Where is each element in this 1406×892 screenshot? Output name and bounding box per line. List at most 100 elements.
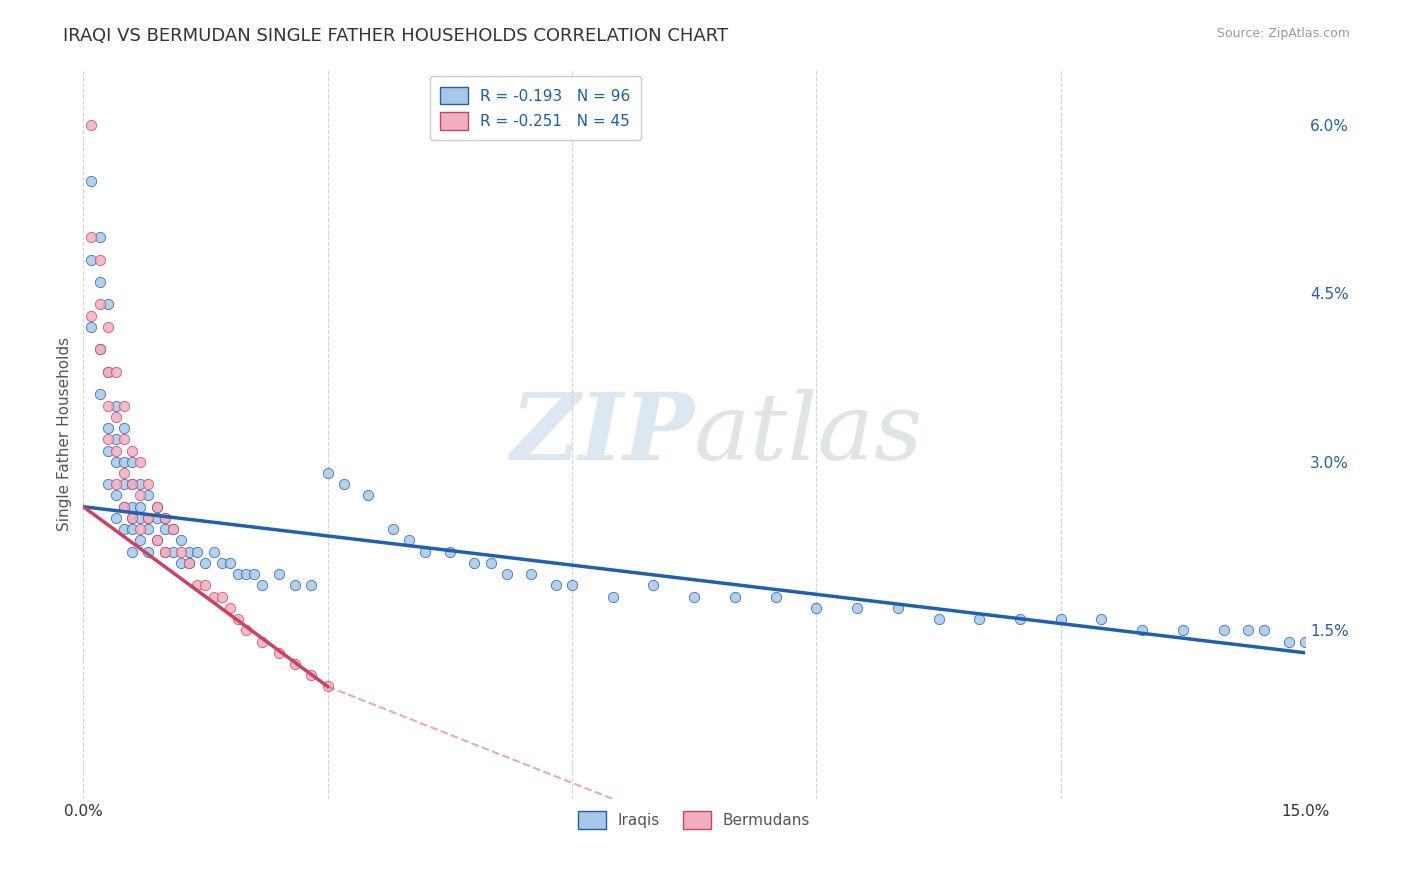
Point [145, 500, 167, 514]
Point [179, 544, 201, 558]
Point [89, 387, 111, 401]
Point [153, 544, 176, 558]
Point [219, 600, 242, 615]
Point [97, 421, 120, 435]
Point [112, 500, 135, 514]
Point [153, 544, 176, 558]
Point [1294, 634, 1316, 648]
Point [121, 511, 143, 525]
Legend: Iraqis, Bermudans: Iraqis, Bermudans [572, 805, 817, 835]
Point [415, 544, 437, 558]
Point [112, 421, 135, 435]
Point [121, 443, 143, 458]
Point [97, 365, 120, 379]
Point [1171, 624, 1194, 638]
Text: atlas: atlas [695, 389, 924, 479]
Point [520, 567, 543, 582]
Point [806, 600, 828, 615]
Point [357, 488, 380, 502]
Point [129, 522, 152, 536]
Point [89, 230, 111, 244]
Point [211, 590, 233, 604]
Point [89, 343, 111, 357]
Point [162, 522, 184, 536]
Point [112, 477, 135, 491]
Point [1278, 634, 1301, 648]
Point [112, 432, 135, 446]
Point [104, 365, 127, 379]
Point [104, 409, 127, 424]
Point [162, 544, 184, 558]
Point [97, 320, 120, 334]
Point [1212, 624, 1234, 638]
Point [846, 600, 869, 615]
Point [121, 500, 143, 514]
Point [202, 544, 225, 558]
Point [299, 668, 322, 682]
Text: IRAQI VS BERMUDAN SINGLE FATHER HOUSEHOLDS CORRELATION CHART: IRAQI VS BERMUDAN SINGLE FATHER HOUSEHOL… [63, 27, 728, 45]
Point [112, 399, 135, 413]
Point [138, 477, 160, 491]
Point [381, 522, 404, 536]
Point [179, 556, 201, 570]
Point [89, 275, 111, 289]
Point [129, 488, 152, 502]
Point [928, 612, 950, 626]
Point [121, 477, 143, 491]
Point [97, 432, 120, 446]
Point [89, 343, 111, 357]
Point [267, 567, 290, 582]
Y-axis label: Single Father Households: Single Father Households [58, 336, 72, 531]
Point [284, 657, 307, 671]
Point [202, 590, 225, 604]
Point [145, 500, 167, 514]
Point [219, 556, 242, 570]
Point [97, 443, 120, 458]
Point [89, 297, 111, 311]
Point [226, 567, 249, 582]
Point [284, 578, 307, 592]
Point [97, 477, 120, 491]
Point [97, 365, 120, 379]
Point [138, 511, 160, 525]
Point [235, 567, 257, 582]
Point [80, 309, 103, 323]
Point [226, 612, 249, 626]
Point [153, 511, 176, 525]
Point [1334, 634, 1357, 648]
Point [170, 556, 193, 570]
Point [1310, 634, 1333, 648]
Point [145, 511, 167, 525]
Point [1237, 624, 1260, 638]
Point [80, 252, 103, 267]
Point [138, 522, 160, 536]
Point [129, 455, 152, 469]
Point [112, 522, 135, 536]
Point [333, 477, 356, 491]
Point [724, 590, 747, 604]
Point [1049, 612, 1071, 626]
Text: Source: ZipAtlas.com: Source: ZipAtlas.com [1216, 27, 1350, 40]
Point [104, 455, 127, 469]
Point [145, 533, 167, 548]
Point [1360, 646, 1382, 660]
Point [179, 556, 201, 570]
Point [104, 488, 127, 502]
Point [112, 500, 135, 514]
Point [104, 432, 127, 446]
Point [643, 578, 665, 592]
Point [112, 466, 135, 480]
Point [186, 578, 208, 592]
Point [765, 590, 787, 604]
Point [121, 477, 143, 491]
Point [129, 511, 152, 525]
Point [602, 590, 624, 604]
Point [243, 567, 266, 582]
Point [683, 590, 706, 604]
Point [121, 455, 143, 469]
Point [104, 511, 127, 525]
Point [544, 578, 567, 592]
Point [463, 556, 485, 570]
Point [1008, 612, 1031, 626]
Point [80, 230, 103, 244]
